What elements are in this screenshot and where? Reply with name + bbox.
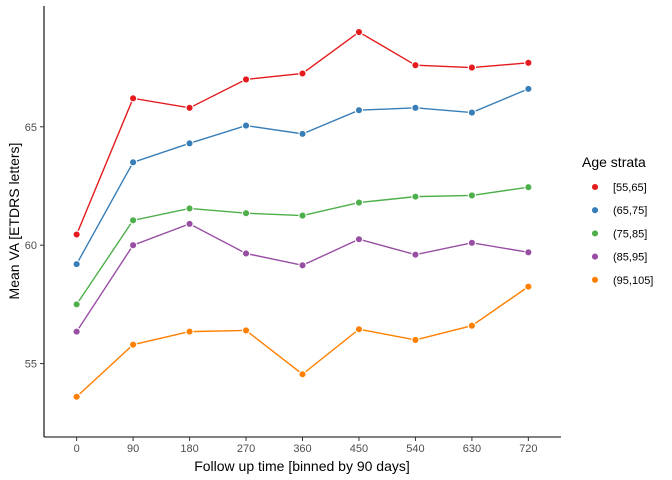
data-point <box>185 327 194 336</box>
data-point <box>298 69 307 78</box>
data-point <box>524 282 533 291</box>
x-tick-label: 630 <box>463 443 481 455</box>
series-line <box>76 286 529 398</box>
data-point <box>72 230 81 239</box>
x-axis-ticks: 0 90 180 270 360 450 540 630 720 <box>74 437 538 455</box>
series <box>72 183 533 309</box>
data-point <box>185 139 194 148</box>
data-point <box>298 370 307 379</box>
data-point <box>72 259 81 269</box>
legend-key <box>590 206 600 215</box>
y-tick-label: 60 <box>25 240 37 252</box>
data-point <box>467 63 477 72</box>
legend-item: (75,85] <box>590 228 647 240</box>
data-point <box>411 250 420 259</box>
data-point <box>298 129 307 139</box>
series-line <box>76 88 529 265</box>
legend-label: (95,105] <box>613 275 653 287</box>
legend-item: (85,95] <box>590 252 647 264</box>
data-point <box>354 198 364 207</box>
data-point <box>467 108 477 117</box>
data-point <box>72 327 81 336</box>
data-point <box>524 248 533 257</box>
series <box>72 84 533 269</box>
y-axis-title: Mean VA [ETDRS letters] <box>6 143 22 300</box>
data-point <box>298 261 307 270</box>
y-axis-ticks: 55 60 65 <box>25 122 44 371</box>
x-tick-label: 180 <box>180 443 198 455</box>
data-point <box>467 191 477 200</box>
data-point <box>354 325 364 334</box>
series <box>72 282 533 401</box>
data-point <box>128 158 138 167</box>
x-tick-label: 540 <box>406 443 424 455</box>
series-line <box>76 223 529 333</box>
data-point <box>298 211 307 220</box>
x-tick-label: 360 <box>293 443 311 455</box>
legend-label: (75,85] <box>613 228 647 240</box>
data-point <box>467 321 477 330</box>
legend-label: (85,95] <box>613 252 647 264</box>
x-tick-label: 450 <box>350 443 368 455</box>
data-point <box>411 192 420 201</box>
data-point <box>185 204 194 213</box>
data-point <box>354 106 364 115</box>
legend-label: [55,65] <box>613 182 647 194</box>
data-point <box>128 94 138 103</box>
data-point <box>241 209 251 218</box>
data-point <box>524 84 533 94</box>
data-point <box>241 249 251 258</box>
y-tick-label: 65 <box>25 122 37 134</box>
data-point <box>411 61 420 70</box>
data-point <box>411 103 420 112</box>
x-axis-title: Follow up time [binned by 90 days] <box>194 458 410 474</box>
data-point <box>467 238 477 247</box>
series <box>72 27 533 239</box>
x-tick-label: 90 <box>127 443 139 455</box>
x-tick-label: 720 <box>519 443 537 455</box>
legend-label: (65,75] <box>613 205 647 217</box>
data-point <box>128 241 138 250</box>
data-point <box>524 58 533 67</box>
x-tick-label: 0 <box>74 443 80 455</box>
legend-item: (65,75] <box>590 205 647 217</box>
plot-area <box>72 27 533 401</box>
data-point <box>411 335 420 345</box>
data-point <box>354 235 364 244</box>
data-point <box>241 326 251 335</box>
data-point <box>185 103 194 112</box>
legend-key <box>590 182 600 192</box>
legend-key <box>590 252 600 261</box>
legend-key <box>590 275 600 284</box>
legend-item: [55,65] <box>590 182 647 194</box>
data-point <box>72 392 81 401</box>
data-point <box>524 183 533 192</box>
data-point <box>72 300 81 309</box>
data-point <box>185 219 194 229</box>
legend-item: (95,105] <box>590 275 653 287</box>
data-point <box>241 75 251 84</box>
data-point <box>354 27 364 37</box>
legend-title: Age strata <box>582 154 646 170</box>
y-tick-label: 55 <box>25 359 37 371</box>
data-point <box>241 121 251 130</box>
legend: Age strata [55,65] (65,75] (75,85] (85,95] (… <box>582 154 653 287</box>
x-tick-label: 270 <box>237 443 255 455</box>
data-point <box>128 216 138 225</box>
series <box>72 219 533 336</box>
data-point <box>128 340 138 349</box>
legend-key <box>590 229 600 238</box>
